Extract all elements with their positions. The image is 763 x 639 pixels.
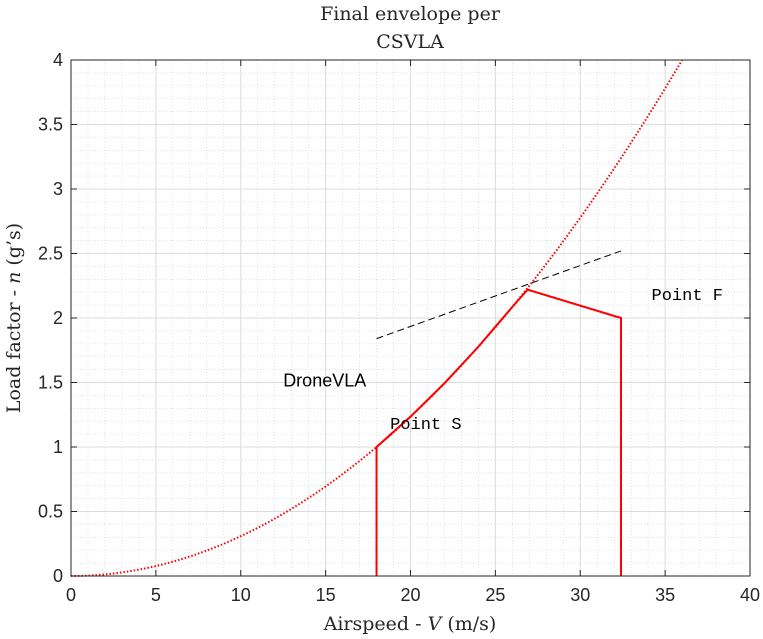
chart-title-line1: Final envelope per [320, 3, 501, 25]
x-tick-label: 0 [66, 585, 76, 605]
x-axis-label: Airspeed - V (m/s) [323, 613, 497, 635]
y-axis-label-var: n [3, 272, 25, 284]
x-tick-label: 40 [740, 585, 760, 605]
x-axis-label-suffix: (m/s) [441, 613, 496, 635]
x-tick-label: 25 [485, 585, 505, 605]
annotation-point-s: Point S [390, 416, 461, 435]
y-tick-label: 2 [53, 308, 63, 328]
y-tick-label: 4 [53, 50, 63, 70]
y-tick-label: 3 [53, 179, 63, 199]
y-tick-label: 2.5 [38, 244, 63, 264]
y-tick-label: 0 [53, 566, 63, 586]
tick-labels: 0 5 10 15 20 25 30 35 40 0 0.5 1 1.5 2 2.5 3 3.5 4 [38, 50, 760, 605]
series-envelope [375, 288, 622, 576]
x-tick-label: 5 [151, 585, 161, 605]
annotation-point-f: Point F [652, 287, 723, 306]
x-tick-label: 30 [570, 585, 590, 605]
tick-marks [70, 59, 751, 577]
y-tick-label: 3.5 [38, 115, 63, 135]
y-axis-label-prefix: Load factor - [3, 284, 25, 413]
annotation-dronevla: DroneVLA [283, 370, 366, 390]
y-axis-label: Load factor - n (g’s) [3, 223, 25, 413]
series-gust-line [376, 250, 622, 340]
x-axis-label-prefix: Airspeed - [323, 613, 428, 635]
chart-title-line2: CSVLA [376, 31, 444, 53]
y-tick-label: 1.5 [38, 373, 63, 393]
annotations: DroneVLA Point S Point F [283, 287, 723, 435]
y-tick-label: 1 [53, 437, 63, 457]
y-axis-label-suffix: (g’s) [3, 223, 25, 272]
x-tick-label: 10 [231, 585, 251, 605]
x-axis-label-var: V [428, 613, 444, 635]
y-tick-label: 0.5 [38, 502, 63, 522]
x-tick-label: 20 [400, 585, 420, 605]
x-tick-label: 15 [316, 585, 336, 605]
series-layer [70, 59, 683, 577]
x-tick-label: 35 [655, 585, 675, 605]
